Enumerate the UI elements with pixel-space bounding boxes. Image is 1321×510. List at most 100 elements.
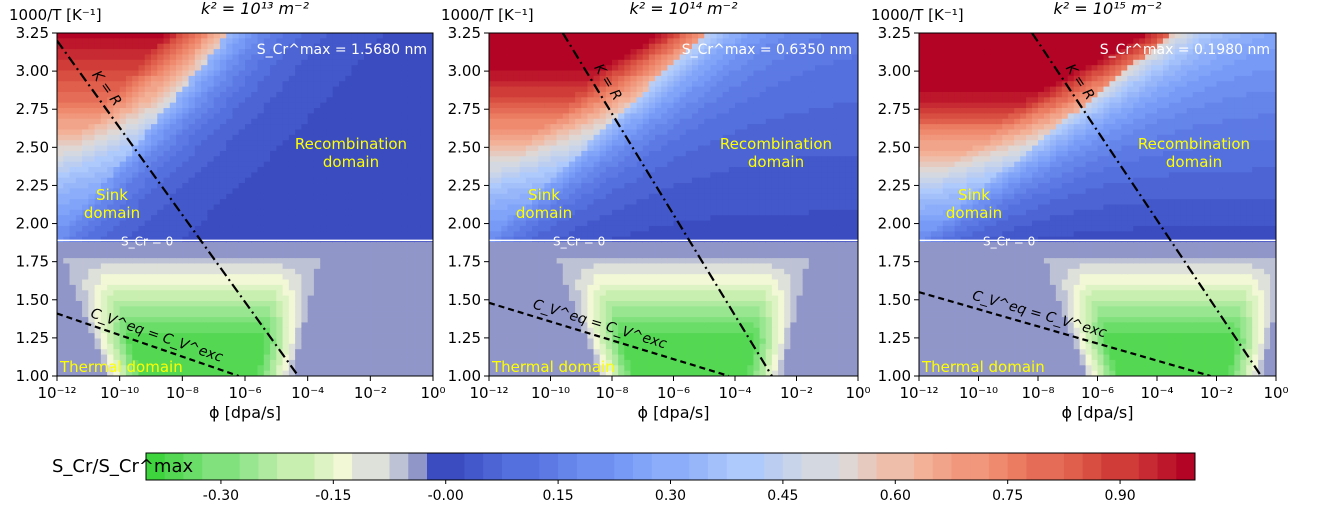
heatmap-cell — [213, 242, 221, 248]
heatmap-cell — [357, 33, 365, 39]
heatmap-cell — [144, 65, 152, 72]
heatmap-cell — [414, 70, 422, 77]
heatmap-cell — [519, 183, 527, 190]
heatmap-cell — [282, 365, 290, 372]
heatmap-cell — [188, 199, 196, 206]
heatmap-cell — [351, 258, 359, 265]
heatmap-cell — [370, 263, 378, 270]
heatmap-cell — [568, 86, 576, 93]
heatmap-cell — [194, 231, 202, 238]
heatmap-cell — [176, 220, 183, 227]
heatmap-cell — [489, 129, 496, 136]
heatmap-cell — [301, 49, 309, 56]
recombination-label-2: domain — [323, 153, 379, 171]
heatmap-cell — [94, 129, 102, 136]
heatmap-cell — [226, 38, 234, 45]
heatmap-cell — [513, 150, 521, 157]
heatmap-cell — [132, 209, 140, 216]
heatmap-cell — [389, 172, 396, 179]
heatmap-cell — [562, 365, 570, 372]
heatmap-cell — [295, 204, 302, 211]
heatmap-cell — [238, 349, 246, 356]
heatmap-cell — [495, 70, 502, 77]
heatmap-cell — [263, 161, 271, 168]
heatmap-cell — [489, 199, 496, 206]
heatmap-cell — [75, 343, 83, 350]
heatmap-cell — [307, 129, 315, 136]
heatmap-cell — [63, 108, 71, 114]
heatmap-cell — [339, 311, 346, 318]
heatmap-cell — [213, 188, 221, 195]
heatmap-cell — [575, 150, 582, 157]
heatmap-cell — [157, 258, 165, 265]
heatmap-cell — [376, 268, 384, 275]
heatmap-cell — [157, 124, 165, 131]
heatmap-cell — [339, 81, 346, 88]
heatmap-cell — [556, 172, 564, 179]
heatmap-cell — [182, 183, 190, 190]
heatmap-cell — [414, 263, 422, 270]
heatmap-cell — [125, 172, 133, 179]
heatmap-cell — [251, 70, 259, 77]
heatmap-cell — [501, 311, 509, 318]
heatmap-cell — [389, 225, 396, 232]
heatmap-cell — [69, 258, 77, 265]
heatmap-cell — [94, 349, 102, 356]
heatmap-cell — [151, 124, 158, 131]
heatmap-cell — [538, 129, 545, 136]
heatmap-cell — [426, 161, 433, 168]
heatmap-cell — [100, 247, 108, 254]
heatmap-cell — [544, 188, 552, 195]
heatmap-cell — [568, 354, 576, 361]
heatmap-cell — [63, 113, 71, 120]
heatmap-cell — [263, 317, 271, 324]
heatmap-cell — [550, 268, 558, 275]
heatmap-cell — [351, 177, 359, 184]
heatmap-cell — [282, 209, 290, 216]
heatmap-cell — [395, 70, 403, 77]
heatmap-cell — [376, 247, 384, 254]
heatmap-cell — [313, 145, 321, 152]
heatmap-cell — [194, 54, 202, 61]
heatmap-cell — [251, 370, 259, 376]
heatmap-cell — [194, 145, 202, 152]
heatmap-cell — [257, 33, 265, 39]
heatmap-cell — [63, 166, 71, 173]
heatmap-cell — [313, 295, 321, 302]
heatmap-cell — [69, 91, 77, 98]
heatmap-cell — [351, 300, 359, 307]
heatmap-cell — [575, 311, 582, 318]
heatmap-cell — [407, 322, 415, 329]
heatmap-cell — [382, 295, 390, 302]
heatmap-cell — [251, 225, 259, 232]
heatmap-cell — [581, 359, 588, 366]
heatmap-cell — [251, 284, 259, 291]
heatmap-cell — [507, 188, 515, 195]
heatmap-cell — [581, 166, 588, 173]
panel-title: k² = 10¹³ m⁻² — [201, 0, 310, 18]
heatmap-cell — [295, 343, 302, 350]
heatmap-cell — [489, 306, 496, 313]
heatmap-cell — [226, 231, 234, 238]
heatmap-cell — [94, 150, 102, 157]
heatmap-cell — [119, 268, 127, 275]
heatmap-cell — [426, 338, 433, 345]
heatmap-cell — [94, 75, 102, 82]
heatmap-cell — [213, 284, 221, 291]
heatmap-cell — [407, 124, 415, 131]
heatmap-cell — [132, 365, 140, 372]
heatmap-cell — [125, 204, 133, 211]
heatmap-cell — [132, 166, 140, 173]
heatmap-cell — [332, 333, 340, 340]
heatmap-cell — [332, 258, 340, 265]
heatmap-cell — [507, 43, 515, 50]
heatmap-cell — [426, 295, 433, 302]
heatmap-cell — [119, 102, 127, 109]
heatmap-cell — [276, 300, 284, 307]
heatmap-cell — [501, 188, 509, 195]
heatmap-cell — [100, 156, 108, 163]
heatmap-cell — [138, 102, 146, 109]
heatmap-cell — [113, 156, 121, 163]
heatmap-cell — [245, 306, 252, 313]
heatmap-cell — [82, 134, 89, 141]
